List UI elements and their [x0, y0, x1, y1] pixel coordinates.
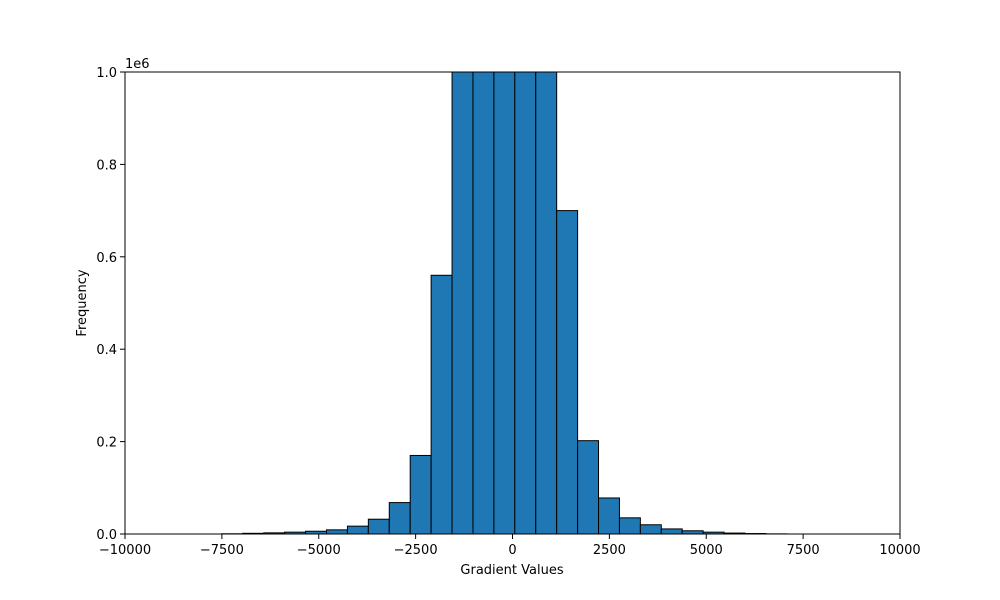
x-tick-label: 0: [508, 543, 516, 558]
histogram-bar: [430, 274, 453, 535]
y-tick-label: 1.0: [96, 66, 117, 81]
y-tick-label: 0.0: [96, 528, 117, 543]
y-tick-label: 0.8: [96, 158, 117, 173]
y-tick-label: 0.6: [96, 251, 117, 266]
histogram-bar: [451, 71, 474, 535]
histogram-bar: [618, 517, 641, 535]
histogram-bar: [598, 497, 620, 535]
x-tick-label: −10000: [99, 543, 151, 558]
histogram-bar: [556, 210, 579, 535]
histogram-bar: [367, 518, 390, 535]
y-tick-label: 0.4: [96, 343, 117, 358]
histogram-bar: [639, 524, 662, 535]
histogram-bar: [535, 71, 558, 535]
histogram-bar: [388, 502, 411, 535]
bars-group: [221, 71, 788, 535]
histogram-bar: [326, 529, 348, 535]
histogram-bar: [577, 440, 600, 535]
x-axis-label: Gradient Values: [460, 563, 563, 578]
histogram-bar: [514, 71, 537, 535]
histogram-bar: [409, 454, 432, 535]
y-axis-label: Frequency: [75, 269, 90, 336]
y-scale-label: 1e6: [125, 57, 150, 72]
histogram-bar: [346, 525, 369, 535]
y-tick-label: 0.2: [96, 436, 117, 451]
histogram-bar: [472, 71, 495, 535]
histogram-bar: [493, 71, 516, 535]
x-tick-label: 5000: [690, 543, 723, 558]
x-tick-label: 10000: [879, 543, 920, 558]
x-tick-label: 7500: [787, 543, 820, 558]
x-axis: −10000 −7500 −5000 −2500 0 2500 5000 7500 10000: [99, 534, 921, 558]
histogram-bar: [660, 528, 683, 535]
x-tick-label: −2500: [394, 543, 438, 558]
x-tick-label: −7500: [200, 543, 244, 558]
x-tick-label: 2500: [593, 543, 626, 558]
y-axis: 0.0 0.2 0.4 0.6 0.8 1.0: [96, 66, 125, 543]
x-tick-label: −5000: [297, 543, 341, 558]
